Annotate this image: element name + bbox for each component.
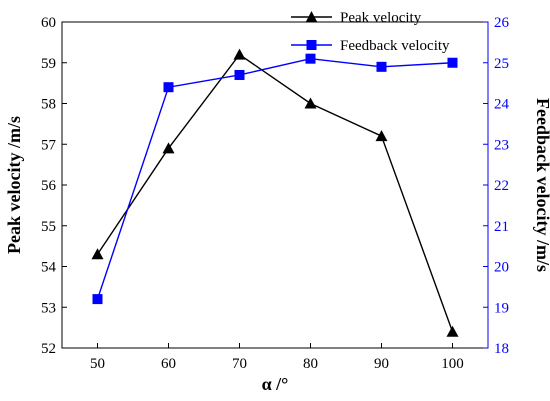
data-point-square: [92, 294, 103, 305]
y-right-tick-label: 21: [494, 219, 509, 235]
y-axis-right-title: Feedback velocity /m/s: [533, 98, 550, 272]
x-tick-label: 50: [90, 356, 105, 372]
data-point-triangle: [233, 48, 246, 60]
y-axis-right: 18 19 20 21 22 23 24 25 26: [483, 15, 510, 357]
legend-marker-triangle: [306, 11, 317, 22]
plot-frame: [61, 21, 489, 349]
x-tick-label: 90: [374, 356, 389, 372]
x-tick-label: 70: [232, 356, 247, 372]
y-left-tick-label: 60: [41, 15, 56, 31]
data-point-triangle: [304, 97, 317, 109]
y-axis-left-title: Peak velocity /m/s: [4, 116, 24, 254]
data-point-triangle: [162, 142, 175, 154]
y-right-tick-label: 22: [494, 178, 509, 194]
series-line-peak-velocity: [96, 53, 454, 332]
y-right-tick-label: 18: [494, 341, 509, 357]
legend-label-peak: Peak velocity: [340, 10, 422, 26]
data-point-square: [447, 57, 458, 68]
y-right-tick-label: 19: [494, 300, 509, 316]
data-point-square: [163, 82, 174, 93]
y-left-tick-label: 58: [41, 97, 56, 113]
x-tick-label: 80: [303, 356, 318, 372]
y-left-tick-label: 55: [41, 219, 56, 235]
data-point-triangle: [91, 248, 104, 260]
y-right-tick-label: 23: [494, 137, 509, 153]
legend-marker-square: [306, 40, 317, 50]
y-right-tick-label: 20: [494, 260, 509, 276]
data-point-square: [376, 61, 387, 72]
x-axis: 50 60 70 80 90 100: [90, 343, 464, 372]
y-left-tick-label: 57: [41, 137, 57, 153]
y-left-tick-label: 53: [41, 300, 56, 316]
data-point-triangle: [446, 325, 459, 337]
y-left-tick-label: 59: [41, 56, 56, 72]
y-left-tick-label: 56: [41, 178, 57, 194]
data-point-square: [305, 53, 316, 64]
x-axis-title: α /°: [262, 374, 289, 394]
series-line-feedback-velocity: [96, 57, 453, 300]
y-left-tick-label: 54: [41, 260, 57, 276]
legend-label-feedback: Feedback velocity: [340, 38, 450, 54]
x-tick-label: 60: [161, 356, 176, 372]
y-axis-left: 52 53 54 55 56 57 58 59 60: [41, 15, 67, 357]
y-right-tick-label: 26: [494, 15, 510, 31]
y-right-tick-label: 24: [494, 97, 510, 113]
y-right-tick-label: 25: [494, 56, 509, 72]
x-tick-label: 100: [441, 356, 464, 372]
y-left-tick-label: 52: [41, 341, 56, 357]
data-point-square: [234, 69, 245, 80]
legend: Peak velocity Feedback velocity: [291, 10, 450, 54]
data-point-triangle: [375, 130, 388, 142]
series-layer: [91, 48, 459, 337]
